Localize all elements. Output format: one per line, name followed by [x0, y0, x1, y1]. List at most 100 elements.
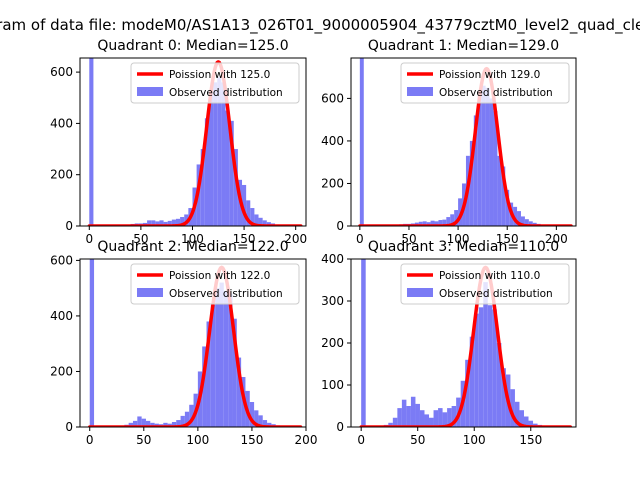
quadrant-0-ytick-label-2: 400: [50, 116, 73, 130]
quadrant-1-hist-bin-13: [446, 217, 451, 226]
quadrant-2-hist-bin-25: [223, 290, 229, 427]
quadrant-1-hist-bin-15: [454, 210, 459, 226]
quadrant-2-hist-bin-6: [141, 418, 146, 427]
quadrant-0-hist-bin-25: [229, 120, 234, 226]
quadrant-0-xtick-label-1: 50: [133, 232, 148, 246]
quadrant-2-hist-bin-5: [137, 416, 142, 427]
quadrant-0-hist-bin-13: [180, 217, 185, 226]
quadrant-3-hist-bin-21: [474, 313, 479, 427]
quadrant-1-ticks: 0 50 100 150 200 0 200 400 600: [321, 91, 568, 246]
quadrant-2-hist-bin-8: [150, 422, 155, 427]
quadrant-1-hist-bin-8: [426, 222, 431, 226]
quadrant-1-ytick-label-1: 200: [321, 176, 344, 190]
quadrant-3-hist-bin-5: [401, 399, 407, 427]
quadrant-1-hist-bin-6: [418, 221, 423, 226]
quadrant-0-hist-bin-19: [204, 118, 209, 226]
quadrant-1-hist-bin-30: [513, 206, 518, 226]
quadrant-2-hist-bin-34: [262, 420, 268, 427]
quadrant-0-hist-bin-33: [262, 220, 267, 226]
quadrant-3-hist-bin-32: [523, 416, 529, 427]
quadrant-1-hist-bin-33: [524, 219, 529, 226]
quadrant-2-hist-bin-0: [89, 259, 95, 427]
quadrant-0-hist-bin-6: [151, 220, 156, 226]
quadrant-1-hist-bin-28: [505, 189, 510, 226]
quadrant-0-hist-bin-31: [254, 214, 259, 226]
quadrant-2-ticks: 0 50 100 150 200 0 200 400 600: [50, 253, 317, 447]
quadrant-0-hist-bin-22: [217, 77, 222, 226]
quadrant-3-ytick-label-0: 0: [336, 420, 344, 434]
quadrant-3-hist-bin-3: [392, 417, 398, 427]
quadrant-3-hist-bin-31: [519, 410, 524, 427]
quadrant-1-hist-bin-34: [528, 221, 533, 226]
quadrant-1-ytick-label-0: 0: [336, 219, 344, 233]
quadrant-0-ytick-label-1: 200: [50, 168, 73, 182]
quadrant-0-title: Quadrant 0: Median=125.0: [97, 38, 288, 54]
quadrant-3-hist-bin-33: [528, 420, 534, 427]
quadrant-1-hist-bin-20: [473, 115, 478, 226]
quadrant-3-hist-bin-15: [447, 408, 452, 427]
quadrant-3-hist-bin-14: [442, 412, 448, 427]
quadrant-1-hist-bin-0: [359, 58, 364, 226]
quadrant-2-hist-bin-33: [258, 415, 263, 427]
quadrant-2-hist-bin-28: [236, 357, 242, 427]
quadrant-1-hist-bin-24: [489, 98, 494, 226]
quadrant-2-hist-bin-11: [163, 422, 168, 427]
quadrant-0-hist-bin-10: [167, 220, 172, 226]
quadrant-1-xtick-label-3: 150: [496, 232, 519, 246]
quadrant-2-hist-bin-24: [219, 282, 224, 427]
quadrant-3-legend-observed: Observed distribution: [439, 288, 553, 300]
quadrant-3-hist-bin-11: [429, 417, 434, 427]
quadrant-3-hist-bin-8: [415, 403, 420, 427]
quadrant-3-xtick-label-3: 150: [519, 433, 542, 447]
quadrant-3-hist-bin-10: [424, 414, 430, 427]
quadrant-2-hist-bin-23: [215, 288, 220, 427]
quadrant-2-ytick-label-3: 600: [50, 253, 73, 267]
quadrant-2-title: Quadrant 2: Median=122.0: [97, 239, 288, 255]
quadrant-1-legend-observed: Observed distribution: [439, 87, 553, 99]
quadrant-1-hist-bin-14: [450, 214, 455, 226]
quadrant-0-hist-bin-5: [147, 220, 152, 226]
quadrant-2-xtick-label-1: 50: [136, 433, 151, 447]
quadrant-3-legend-hist-swatch: [407, 288, 433, 297]
quadrant-2-hist-bin-16: [184, 411, 190, 427]
quadrant-1-hist-bin-25: [493, 111, 498, 226]
quadrant-2-legend-hist-swatch: [137, 288, 163, 297]
quadrant-0-hist-bin-23: [221, 82, 226, 226]
quadrant-3-ytick-label-4: 400: [321, 252, 344, 266]
quadrant-0-xtick-label-0: 0: [85, 232, 93, 246]
quadrant-1-ytick-label-2: 400: [321, 134, 344, 148]
quadrant-3-ytick-label-3: 300: [321, 294, 344, 308]
quadrant-2-hist-bin-13: [171, 422, 177, 427]
quadrant-0-hist-bin-11: [171, 219, 176, 226]
quadrant-0-ytick-label-3: 600: [50, 65, 73, 79]
figure-suptitle: Histogram of data file: modeM0/AS1A13_02…: [0, 16, 640, 35]
quadrant-2-hist-bin-3: [128, 422, 133, 427]
quadrant-0-hist-bin-9: [163, 221, 168, 226]
quadrant-0-legend-hist-swatch: [137, 87, 163, 96]
quadrant-1-title: Quadrant 1: Median=129.0: [368, 38, 559, 54]
quadrant-2-legend: Poission with 122.0 Observed distributio…: [130, 263, 300, 305]
quadrant-3-hist-bin-0: [361, 259, 366, 427]
quadrant-1-hist-bin-7: [422, 221, 427, 226]
quadrant-3-ytick-label-2: 200: [321, 336, 344, 350]
quadrant-2-hist-bin-21: [206, 321, 211, 427]
quadrant-2-hist-bin-20: [202, 346, 207, 427]
quadrant-3-legend-box: [400, 263, 570, 305]
quadrant-1-ytick-label-3: 600: [321, 91, 344, 105]
quadrant-1-legend-poisson: Poission with 129.0: [439, 69, 540, 81]
quadrant-2-hist-bin-4: [132, 420, 138, 427]
quadrant-2-axes-frame: [79, 258, 307, 428]
quadrant-3-hist-bin-24: [487, 305, 493, 427]
quadrant-3-hist-bin-30: [514, 401, 520, 427]
quadrant-2-hist-bin-7: [145, 420, 151, 427]
quadrant-0-ticks: 0 50 100 150 200 0 200 400 600: [50, 65, 307, 246]
quadrant-3-hist-bin-22: [478, 307, 484, 427]
quadrant-2-xtick-label-2: 100: [186, 433, 209, 447]
quadrant-2-hist-bin-31: [249, 402, 255, 427]
quadrant-2-ytick-label-0: 0: [65, 420, 73, 434]
quadrant-1-plot: Quadrant 1: Median=129.0 0 50 100 150 200 0 20…: [321, 38, 577, 246]
quadrant-3-hist-bin-23: [483, 282, 488, 427]
quadrant-0-hist-bin-18: [200, 149, 205, 226]
quadrant-1-legend-box: [400, 62, 570, 104]
